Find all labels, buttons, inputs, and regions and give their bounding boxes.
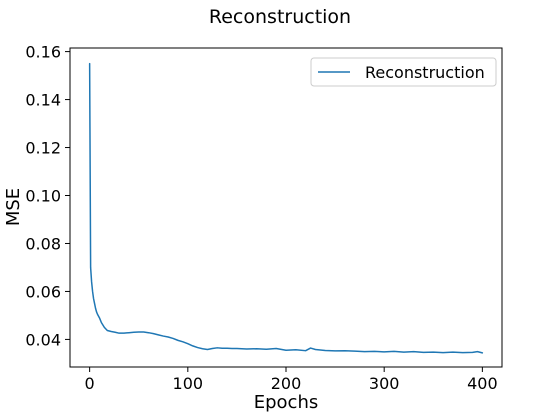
chart-title: Reconstruction: [209, 6, 351, 28]
y-tick-label: 0.08: [25, 234, 61, 253]
y-tick-label: 0.06: [25, 282, 61, 301]
x-axis: 0 100 200 300 400: [85, 367, 498, 393]
y-tick-label: 0.14: [25, 91, 61, 110]
x-tick-label: 100: [173, 374, 204, 393]
plot-area: 0 100 200 300 400 0.040.060.080.100.120.140.…: [25, 43, 503, 393]
series-layer: [88, 62, 484, 354]
series-line-0: [88, 62, 484, 354]
y-tick-label: 0.10: [25, 187, 61, 206]
x-axis-label: Epochs: [254, 392, 319, 413]
y-tick-label: 0.04: [25, 330, 61, 349]
legend-box: [310, 57, 497, 87]
x-tick-label: 0: [85, 374, 95, 393]
y-axis-label: MSE: [3, 188, 24, 226]
x-tick-label: 400: [467, 374, 498, 393]
legend-label: Reconstruction: [365, 63, 485, 82]
y-tick-label: 0.12: [25, 139, 61, 158]
legend: Reconstruction: [310, 57, 497, 87]
y-tick-label: 0.16: [25, 43, 61, 62]
y-axis: 0.04 0.06 0.08 0.10 0.12 0.14 0.16: [25, 43, 70, 349]
x-tick-label: 200: [271, 374, 302, 393]
x-tick-label: 300: [369, 374, 400, 393]
